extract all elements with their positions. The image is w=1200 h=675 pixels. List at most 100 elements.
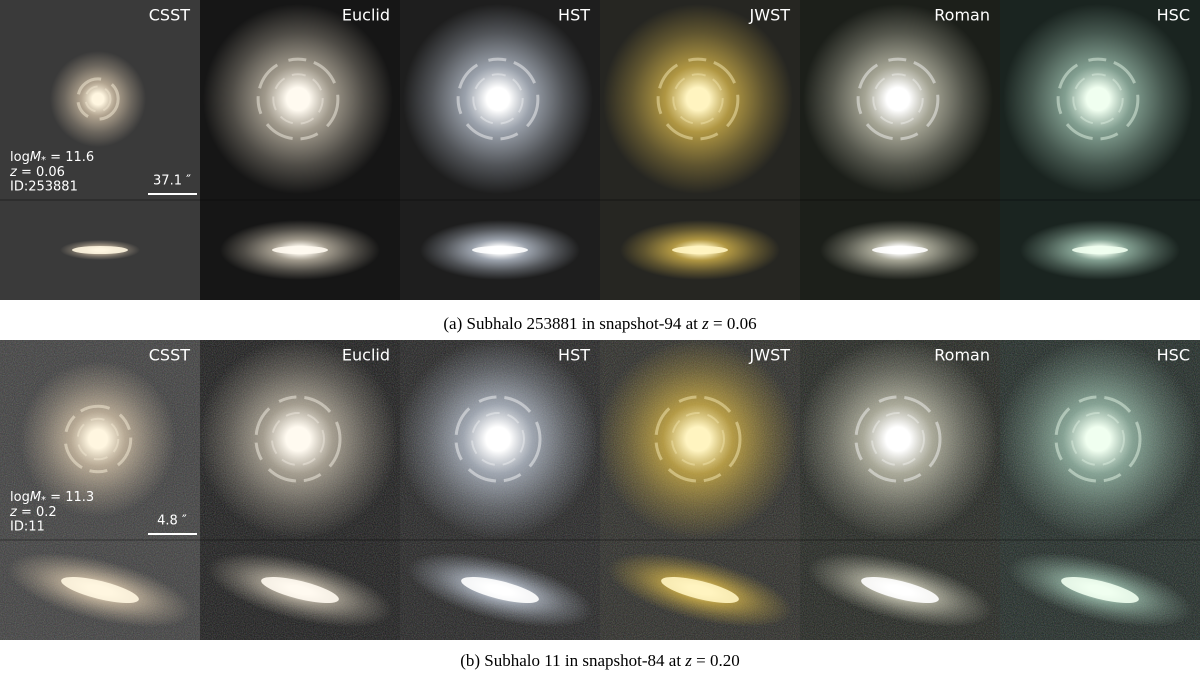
galaxy-glow [398, 339, 598, 539]
spiral-arm [76, 77, 120, 121]
id-label: ID:11 [10, 520, 45, 535]
caption-symbol: z [684, 651, 692, 670]
redshift-value: = 0.06 [17, 165, 65, 180]
telescope-label: HST [558, 6, 590, 25]
face-on-image [598, 339, 800, 540]
spiral-arm [654, 395, 742, 483]
mass-subscript: * [41, 495, 46, 506]
galaxy-glow [203, 4, 393, 194]
caption: (b) Subhalo 11 in snapshot-84 at z = 0.2… [460, 651, 740, 670]
redshift-value: = 0.2 [17, 505, 57, 520]
redshift-label: z = 0.06 [9, 165, 65, 180]
face-on-image [600, 0, 800, 200]
spiral-arm [271, 412, 325, 466]
id-label: ID:253881 [10, 180, 78, 195]
telescope-label: JWST [749, 346, 791, 365]
edge-on-image [1000, 200, 1200, 300]
spiral-arm [254, 395, 342, 483]
face-on-image [800, 0, 1000, 200]
edge-on-image [400, 540, 600, 640]
galaxy-glow [1003, 4, 1193, 194]
telescope-label: HSC [1157, 346, 1190, 365]
caption-text: = 0.06 [709, 314, 757, 333]
mass-subscript: * [41, 155, 46, 166]
face-on-image [198, 339, 400, 540]
telescope-label: Roman [934, 6, 990, 25]
galaxy-glow [598, 339, 798, 539]
edge-on-image [0, 200, 200, 300]
galaxy-glow [998, 339, 1198, 539]
telescope-label: HST [558, 346, 590, 365]
spiral-arm [272, 73, 324, 125]
spiral-arm [1072, 73, 1124, 125]
galaxy-disk [461, 576, 539, 604]
panel: CSST Euclid HST JWST Roman HSC logM* = 11.6z =… [0, 0, 1200, 333]
face-on-image [200, 0, 400, 200]
edge-on-image [1000, 540, 1200, 640]
mass-label: logM* = 11.6 [10, 150, 94, 167]
galaxy-disk [261, 576, 339, 604]
galaxy-disk [661, 576, 739, 604]
caption-text: = 0.20 [692, 651, 740, 670]
mass-value: = 11.6 [46, 150, 94, 165]
spiral-arm [854, 395, 942, 483]
caption-text: (a) Subhalo 253881 in snapshot-94 at [443, 314, 702, 333]
galaxy-disk [272, 246, 328, 254]
mass-prefix: log [10, 150, 30, 165]
face-on-image [0, 340, 200, 540]
edge-on-image [200, 200, 400, 300]
galaxy-disk [1072, 246, 1128, 254]
spiral-arm [471, 412, 525, 466]
telescope-label: CSST [149, 346, 190, 365]
telescope-label: CSST [149, 6, 190, 25]
edge-on-image [800, 200, 1000, 300]
spiral-arm [671, 412, 725, 466]
galaxy-disk [861, 576, 939, 604]
caption-text: (b) Subhalo 11 in snapshot-84 at [460, 651, 685, 670]
spiral-arm [672, 73, 724, 125]
edge-on-image [400, 200, 600, 300]
telescope-label: Euclid [342, 6, 390, 25]
face-on-image [398, 339, 600, 540]
scale-bar-label: 37.1 ″ [153, 174, 191, 189]
face-on-image [798, 339, 1000, 540]
scale-bar-label: 4.8 ″ [157, 514, 187, 529]
redshift-label: z = 0.2 [9, 505, 57, 520]
edge-on-image [0, 540, 200, 640]
spiral-arm [1071, 412, 1125, 466]
spiral-arm [656, 57, 740, 141]
telescope-label: JWST [749, 6, 791, 25]
spiral-arm [472, 73, 524, 125]
mass-symbol: M [30, 490, 41, 505]
telescope-label: Euclid [342, 346, 390, 365]
spiral-arm [1056, 57, 1140, 141]
face-on-image [0, 0, 200, 200]
galaxy-glow [50, 51, 146, 147]
galaxy-disk [872, 246, 928, 254]
galaxy-glow [603, 4, 793, 194]
spiral-arm [256, 57, 340, 141]
spiral-arm [84, 85, 112, 113]
galaxy-glow [798, 339, 998, 539]
edge-on-image [600, 540, 800, 640]
spiral-arm [1054, 395, 1142, 483]
spiral-arm [456, 57, 540, 141]
galaxy-disk [1061, 576, 1139, 604]
redshift-symbol: z [9, 165, 18, 180]
face-on-image [1000, 0, 1200, 200]
edge-on-image [800, 540, 1000, 640]
face-on-image [400, 0, 600, 200]
spiral-arm [63, 404, 133, 474]
spiral-arm [872, 73, 924, 125]
telescope-label: HSC [1157, 6, 1190, 25]
galaxy-disk [672, 246, 728, 254]
spiral-arm [856, 57, 940, 141]
spiral-arm [454, 395, 542, 483]
caption: (a) Subhalo 253881 in snapshot-94 at z =… [443, 314, 756, 333]
galaxy-disk [72, 246, 128, 254]
face-on-image [998, 339, 1200, 540]
galaxy-glow [20, 361, 176, 517]
